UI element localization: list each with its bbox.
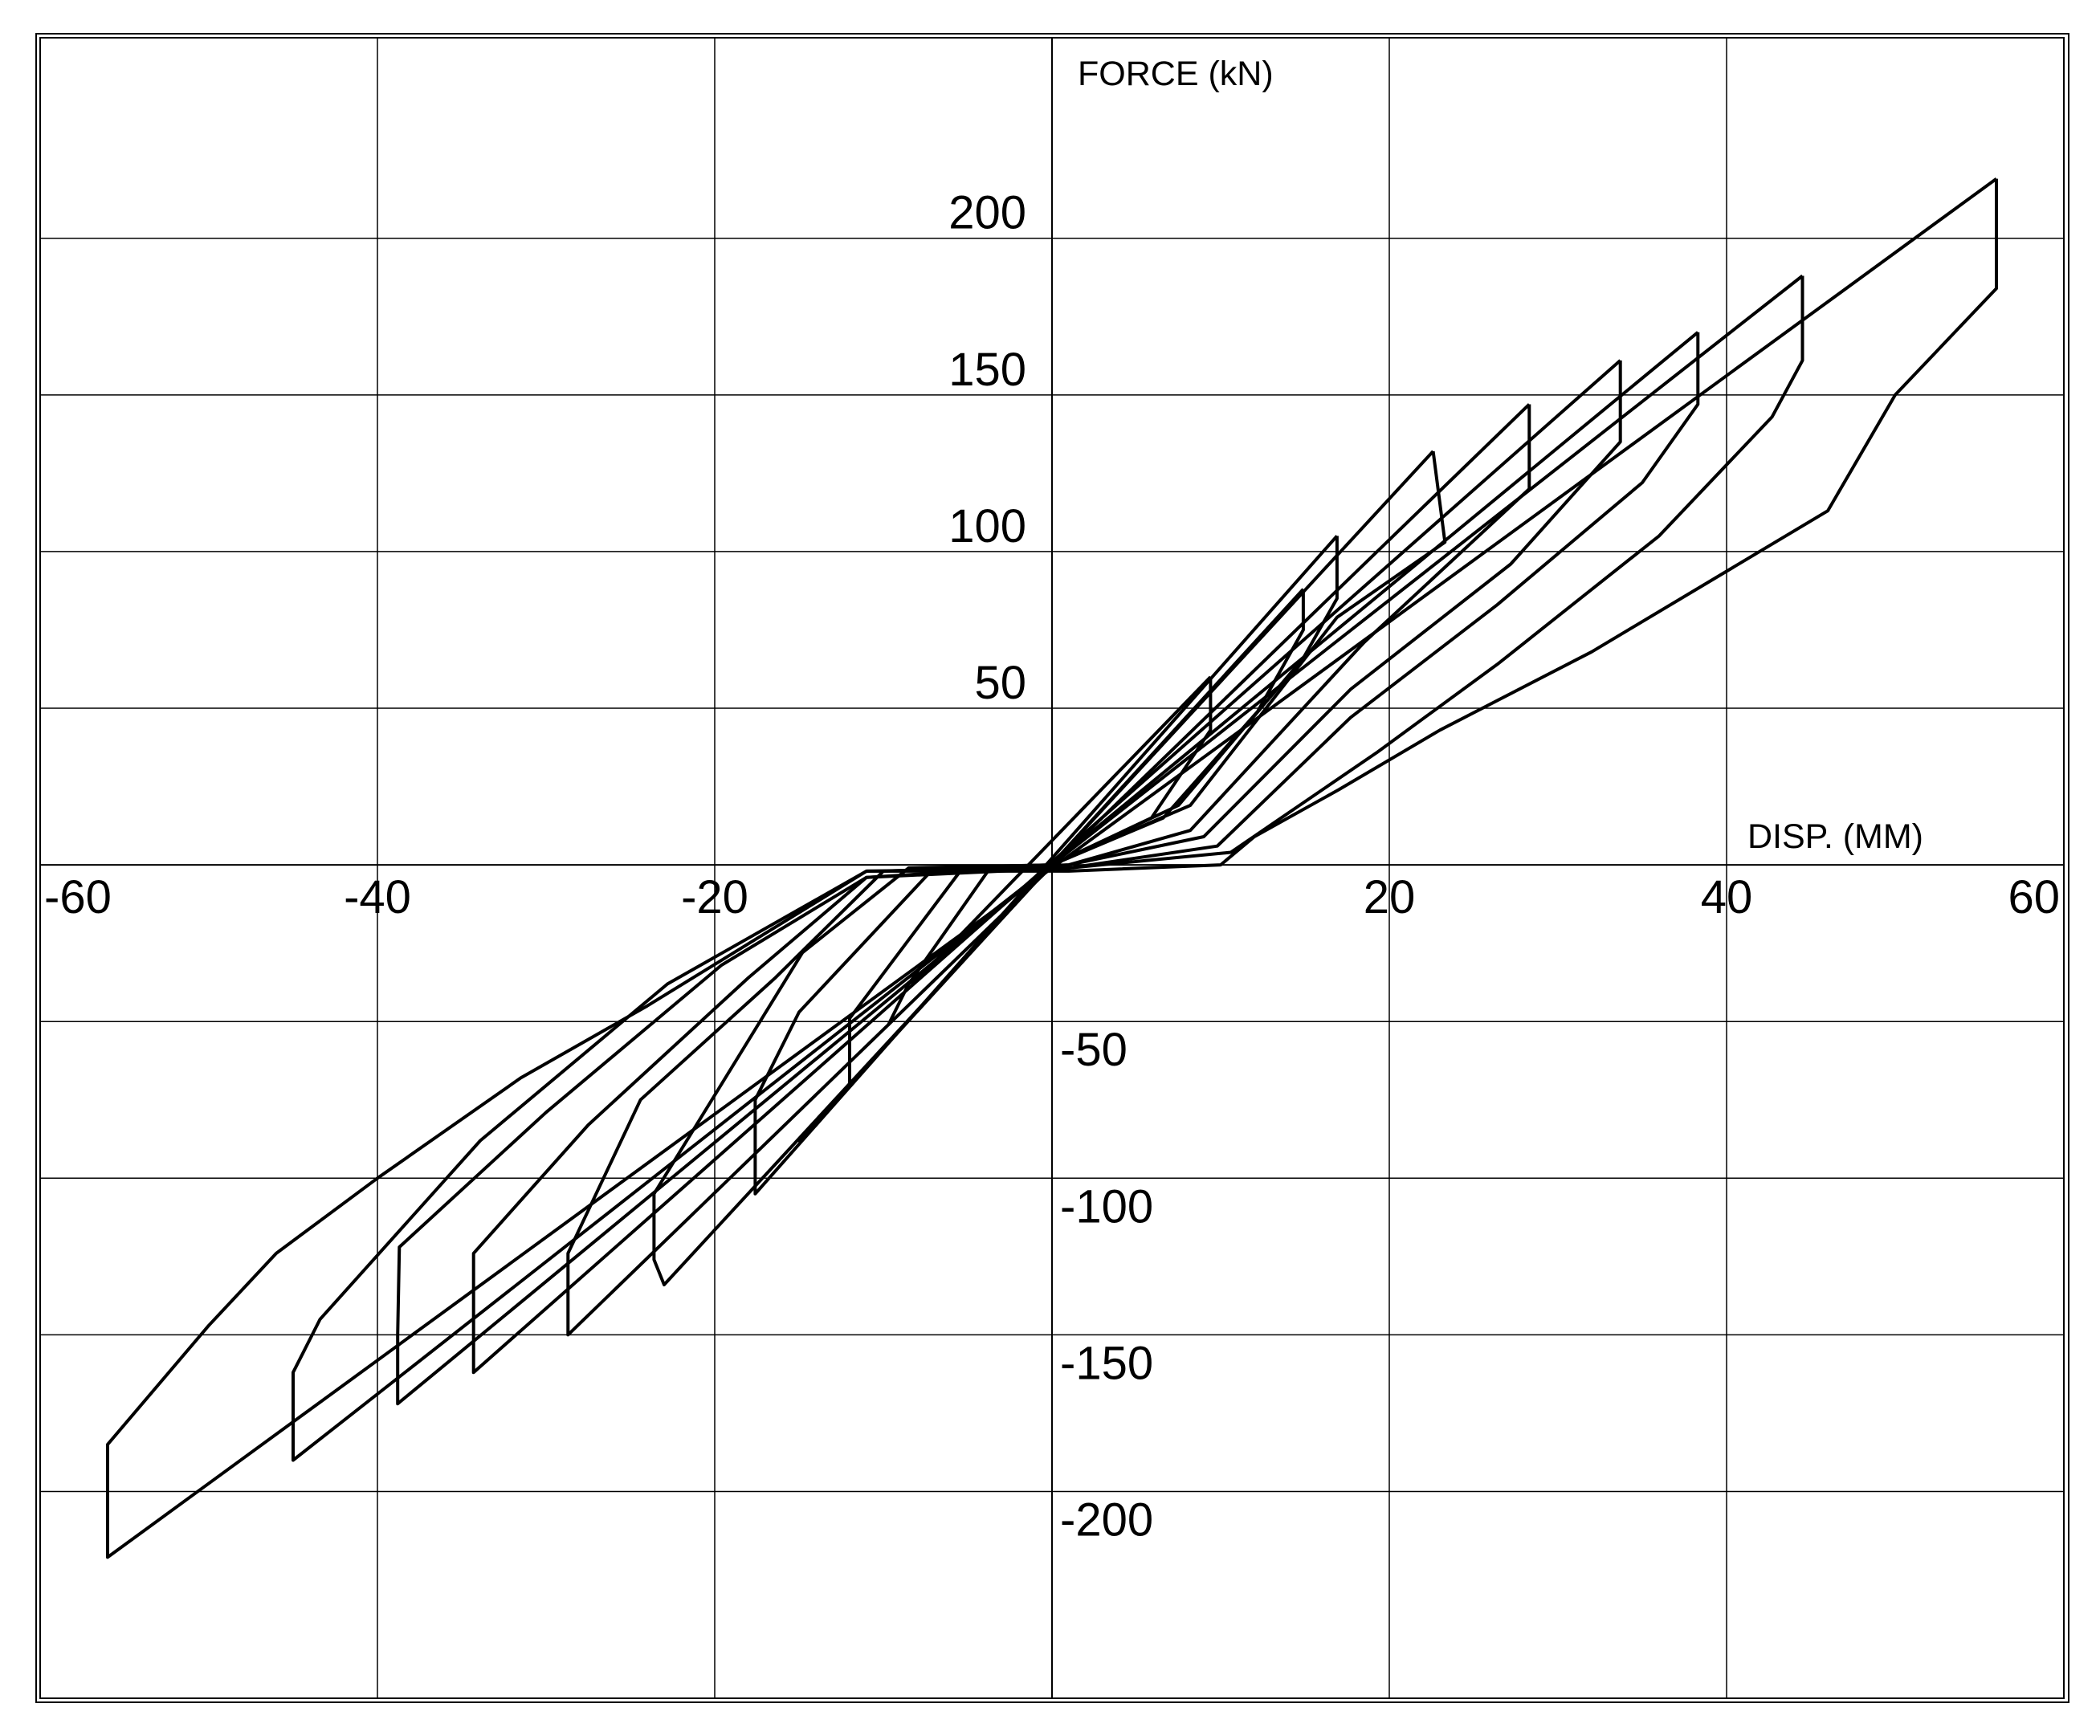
- hysteresis-loop: [887, 675, 1213, 1027]
- x-tick-label: 60: [2008, 871, 2060, 923]
- x-tick-label: -20: [681, 871, 748, 923]
- hysteresis-loop: [106, 177, 1998, 1559]
- y-tick-label: 200: [948, 187, 1026, 239]
- x-tick-label: -40: [344, 871, 411, 923]
- x-tick-label: 40: [1701, 871, 1753, 923]
- y-tick-label: -150: [1060, 1337, 1153, 1389]
- y-tick-label: -100: [1060, 1180, 1153, 1233]
- y-tick-label: 100: [948, 500, 1026, 552]
- x-axis-label: DISP. (MM): [1747, 817, 1923, 856]
- outer-frame: [35, 33, 2069, 1703]
- hysteresis-loop: [471, 359, 1622, 1375]
- y-axis-label: FORCE (kN): [1078, 55, 1274, 93]
- hysteresis-loop: [797, 588, 1305, 1143]
- hysteresis-loop: [566, 403, 1531, 1337]
- x-tick-label: -60: [44, 871, 112, 923]
- y-tick-label: -200: [1060, 1494, 1153, 1546]
- y-tick-label: -50: [1060, 1024, 1127, 1076]
- x-tick-label: 20: [1364, 871, 1416, 923]
- y-tick-label: 50: [974, 657, 1026, 709]
- y-tick-label: 150: [948, 344, 1026, 396]
- hysteresis-loop: [652, 450, 1447, 1286]
